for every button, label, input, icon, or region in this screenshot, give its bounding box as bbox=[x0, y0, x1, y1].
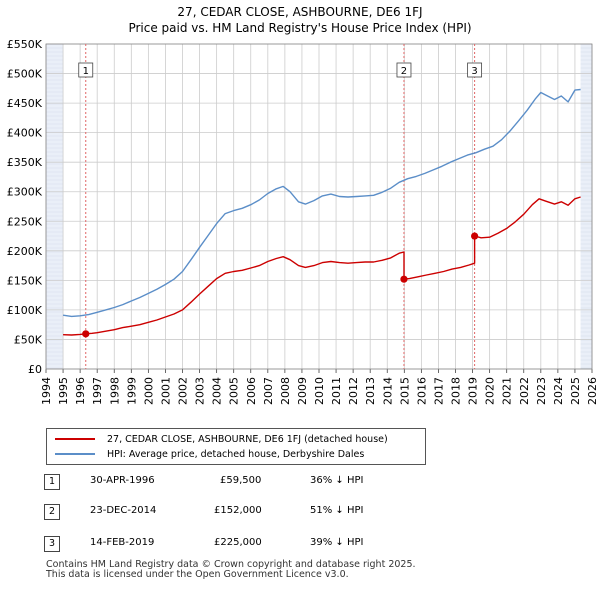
x-tick-label: 2023 bbox=[535, 377, 548, 405]
x-tick-label: 2001 bbox=[159, 377, 172, 405]
annotation-label: 2 bbox=[401, 66, 407, 77]
x-tick-label: 1995 bbox=[57, 377, 70, 405]
x-tick-label: 2022 bbox=[518, 377, 531, 405]
y-tick-label: £300K bbox=[7, 186, 43, 199]
x-tick-label: 2017 bbox=[432, 377, 445, 405]
hpi-line bbox=[63, 88, 581, 318]
footer: Contains HM Land Registry data © Crown c… bbox=[46, 560, 416, 580]
marker-badge: 3 bbox=[44, 536, 60, 552]
y-tick-label: £500K bbox=[7, 68, 43, 81]
x-tick-label: 2019 bbox=[467, 377, 480, 405]
x-tick-label: 2009 bbox=[296, 377, 309, 405]
annotation-label: 1 bbox=[83, 66, 89, 77]
x-tick-label: 1994 bbox=[40, 377, 53, 405]
x-tick-label: 2000 bbox=[142, 377, 155, 405]
y-tick-label: £100K bbox=[7, 304, 43, 317]
x-tick-label: 2012 bbox=[347, 377, 360, 405]
plot-frame bbox=[45, 43, 593, 370]
x-tick-label: 2010 bbox=[313, 377, 326, 405]
table-row: 2 23-DEC-2014 £152,000 51% ↓ HPI bbox=[44, 504, 444, 520]
sale-price: £225,000 bbox=[214, 537, 262, 548]
x-tick-label: 1998 bbox=[108, 377, 121, 405]
sale-point bbox=[82, 330, 90, 338]
annotation-label: 3 bbox=[471, 66, 477, 77]
x-tick-label: 2026 bbox=[586, 377, 599, 405]
post-data-shade bbox=[580, 44, 592, 369]
sale-point bbox=[400, 275, 408, 283]
x-tick-label: 2004 bbox=[211, 377, 224, 405]
sale-price: £59,500 bbox=[220, 475, 262, 486]
legend-item-hpi: HPI: Average price, detached house, Derb… bbox=[55, 447, 364, 461]
price-paid-line bbox=[63, 196, 581, 336]
annotation-box bbox=[467, 62, 483, 78]
y-tick-label: £150K bbox=[7, 274, 43, 287]
x-tick-label: 2018 bbox=[450, 377, 463, 405]
x-tick-label: 2025 bbox=[569, 377, 582, 405]
legend-price-label: 27, CEDAR CLOSE, ASHBOURNE, DE6 1FJ (det… bbox=[107, 433, 388, 445]
chart-title: 27, CEDAR CLOSE, ASHBOURNE, DE6 1FJ bbox=[177, 5, 423, 19]
y-tick-label: £50K bbox=[14, 333, 43, 346]
x-tick-label: 2003 bbox=[194, 377, 207, 405]
table-row: 1 30-APR-1996 £59,500 36% ↓ HPI bbox=[44, 474, 444, 490]
x-tick-label: 2008 bbox=[279, 377, 292, 405]
y-tick-label: £200K bbox=[7, 245, 43, 258]
marker-badge: 1 bbox=[44, 474, 60, 490]
legend: 27, CEDAR CLOSE, ASHBOURNE, DE6 1FJ (det… bbox=[46, 428, 426, 465]
x-tick-label: 2021 bbox=[501, 377, 514, 405]
footer-copyright: Contains HM Land Registry data © Crown c… bbox=[46, 559, 416, 570]
legend-item-price: 27, CEDAR CLOSE, ASHBOURNE, DE6 1FJ (det… bbox=[55, 432, 388, 446]
legend-price-line bbox=[55, 438, 95, 440]
sale-date: 14-FEB-2019 bbox=[90, 537, 155, 548]
x-tick-label: 2024 bbox=[552, 377, 565, 405]
y-tick-label: £450K bbox=[7, 97, 43, 110]
sale-point bbox=[471, 232, 479, 240]
sale-date: 23-DEC-2014 bbox=[90, 505, 157, 516]
price-chart: £0 £50K £100K £150K £200K £250K £300K £350K £400… bbox=[7, 38, 599, 405]
y-tick-label: £400K bbox=[7, 127, 43, 140]
hpi-diff: 36% ↓ HPI bbox=[310, 475, 364, 486]
footer-licence: This data is licensed under the Open Gov… bbox=[46, 569, 349, 580]
sale-price: £152,000 bbox=[214, 505, 262, 516]
chart-subtitle: Price paid vs. HM Land Registry's House … bbox=[128, 21, 472, 35]
y-tick-label: £350K bbox=[7, 156, 43, 169]
marker-badge: 2 bbox=[44, 504, 60, 520]
x-tick-label: 2006 bbox=[245, 377, 258, 405]
sale-date: 30-APR-1996 bbox=[90, 475, 155, 486]
annotation-box bbox=[396, 62, 412, 78]
y-tick-label: £550K bbox=[7, 38, 43, 51]
x-tick-label: 1999 bbox=[125, 377, 138, 405]
table-row: 3 14-FEB-2019 £225,000 39% ↓ HPI bbox=[44, 536, 444, 552]
legend-hpi-line bbox=[55, 453, 95, 455]
x-tick-label: 2011 bbox=[330, 377, 343, 405]
x-tick-label: 2005 bbox=[228, 377, 241, 405]
x-tick-label: 1997 bbox=[91, 377, 104, 405]
hpi-diff: 51% ↓ HPI bbox=[310, 505, 364, 516]
y-tick-label: £0 bbox=[28, 363, 42, 376]
x-tick-label: 2002 bbox=[177, 377, 190, 405]
annotation-box bbox=[78, 62, 94, 78]
y-tick-label: £250K bbox=[7, 215, 43, 228]
x-tick-label: 2013 bbox=[364, 377, 377, 405]
x-tick-label: 2015 bbox=[398, 377, 411, 405]
legend-hpi-label: HPI: Average price, detached house, Derb… bbox=[107, 448, 365, 460]
x-tick-label: 2016 bbox=[415, 377, 428, 405]
x-tick-label: 2014 bbox=[381, 377, 394, 405]
x-tick-label: 1996 bbox=[74, 377, 87, 405]
hpi-diff: 39% ↓ HPI bbox=[310, 537, 364, 548]
x-tick-label: 2020 bbox=[484, 377, 497, 405]
x-tick-label: 2007 bbox=[262, 377, 275, 405]
